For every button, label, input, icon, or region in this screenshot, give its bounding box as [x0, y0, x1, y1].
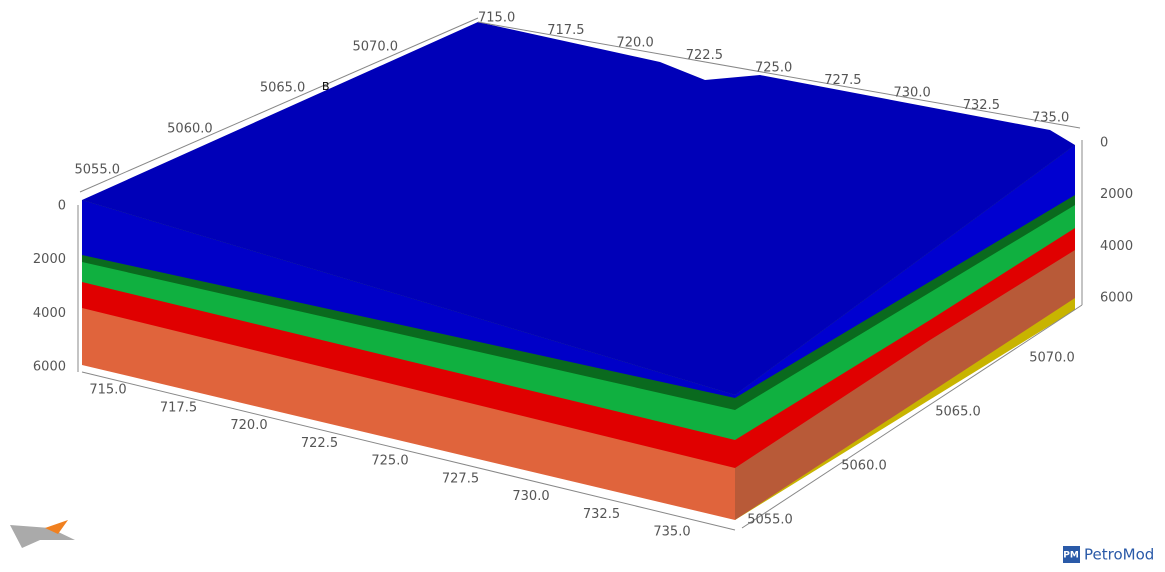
tick-label: 717.5 — [160, 400, 197, 415]
tick-label: 722.5 — [301, 436, 338, 451]
tick-label: 727.5 — [824, 73, 861, 88]
tick-label: 730.0 — [512, 489, 549, 504]
tick-label: 715.0 — [478, 11, 515, 26]
tick-label: 0 — [58, 199, 66, 214]
tick-label: 0 — [1100, 136, 1108, 151]
tick-label: 725.0 — [371, 454, 408, 469]
tick-label: 6000 — [1100, 291, 1133, 306]
tick-label: 4000 — [1100, 239, 1133, 254]
axis-lines — [77, 17, 1083, 531]
tick-label: 732.5 — [963, 98, 1000, 113]
tick-label: 6000 — [33, 360, 66, 375]
tick-label: 717.5 — [547, 23, 584, 38]
tick-label: 5055.0 — [747, 513, 793, 528]
tick-label: 5060.0 — [167, 122, 213, 137]
logo-text: PetroMod — [1084, 546, 1154, 564]
tick-label: 5060.0 — [841, 459, 887, 474]
tick-label: 730.0 — [894, 86, 931, 101]
tick-label: 720.0 — [230, 418, 267, 433]
tick-label: 5055.0 — [75, 163, 121, 178]
tick-label: 4000 — [33, 306, 66, 321]
side-face — [735, 145, 1075, 520]
front-face — [82, 200, 735, 520]
tick-label: 735.0 — [653, 525, 690, 540]
orientation-icon — [10, 520, 75, 548]
tick-label: 2000 — [33, 252, 66, 267]
well-label: B — [322, 80, 330, 93]
tick-label: 5070.0 — [1029, 351, 1075, 366]
tick-label: 722.5 — [686, 48, 723, 63]
tick-label: 725.0 — [755, 61, 792, 76]
tick-label: 2000 — [1100, 187, 1133, 202]
tick-label: 715.0 — [89, 383, 126, 398]
tick-label: 720.0 — [617, 36, 654, 51]
tick-label: 5070.0 — [353, 40, 399, 55]
tick-label: 735.0 — [1032, 111, 1069, 126]
top-surface — [82, 22, 1075, 395]
tick-label: 727.5 — [442, 471, 479, 486]
logo-badge-bg — [1063, 546, 1080, 563]
tick-label: 5065.0 — [935, 405, 981, 420]
tick-label: 5065.0 — [260, 81, 306, 96]
logo-badge: PM — [1063, 551, 1079, 561]
tick-label: 732.5 — [583, 507, 620, 522]
